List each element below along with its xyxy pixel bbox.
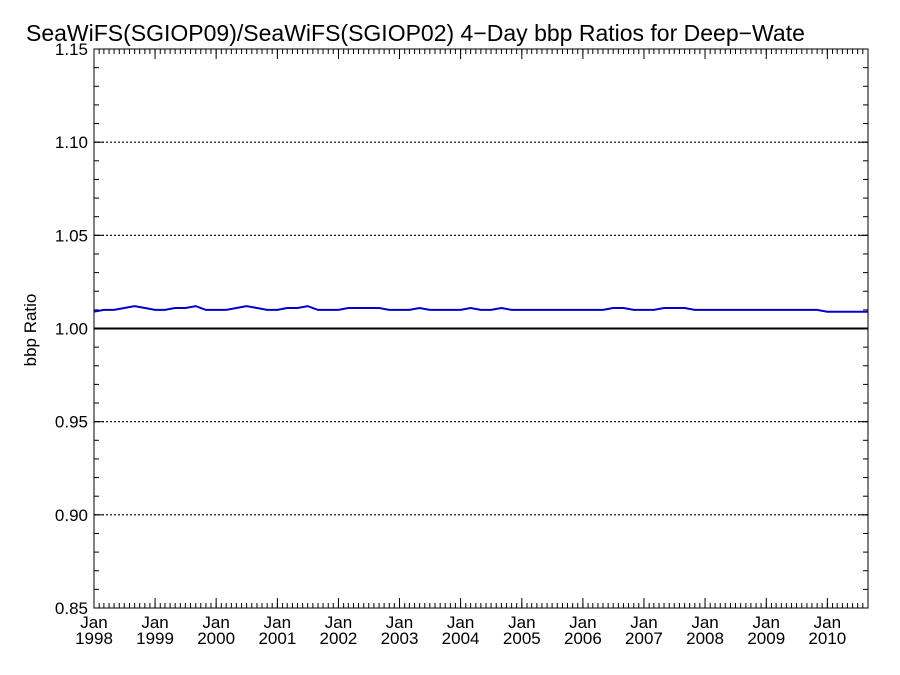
x-tick-label-year: 2010	[808, 629, 846, 648]
x-tick-label-month: Jan	[753, 613, 780, 632]
y-tick-label: 1.10	[55, 133, 88, 152]
x-tick-label-year: 2000	[197, 629, 235, 648]
series-line	[93, 305, 868, 313]
x-tick-label-month: Jan	[691, 613, 718, 632]
x-tick-label-year: 2007	[625, 629, 663, 648]
x-tick-label-month: Jan	[814, 613, 841, 632]
y-tick-label: 1.05	[55, 226, 88, 245]
x-tick-label-year: 2004	[442, 629, 480, 648]
x-tick-label-year: 2009	[747, 629, 785, 648]
x-tick-label-month: Jan	[264, 613, 291, 632]
y-tick-label: 0.85	[55, 599, 88, 618]
chart-title: SeaWiFS(SGIOP09)/SeaWiFS(SGIOP02) 4−Day …	[26, 20, 805, 46]
x-tick-label-year: 1999	[136, 629, 174, 648]
x-tick-label-month: Jan	[202, 613, 229, 632]
x-tick-label-month: Jan	[630, 613, 657, 632]
y-tick-label: 1.15	[55, 40, 88, 59]
y-ticks: 0.85 0.90 0.95 1.00 1.05 1.10 1.15	[55, 40, 868, 618]
x-tick-label-year: 2008	[686, 629, 724, 648]
y-tick-label: 0.90	[55, 506, 88, 525]
grid-lines	[94, 141, 868, 516]
x-tick-label-year: 2003	[381, 629, 419, 648]
x-tick-label-month: Jan	[508, 613, 535, 632]
y-tick-label: 1.00	[55, 320, 88, 339]
x-tick-label-month: Jan	[447, 613, 474, 632]
x-tick-label-year: 2002	[320, 629, 358, 648]
x-tick-label-month: Jan	[141, 613, 168, 632]
x-tick-label-month: Jan	[325, 613, 352, 632]
x-tick-label-year: 2001	[258, 629, 296, 648]
y-axis-label: bbp Ratio	[21, 294, 40, 367]
x-tick-label-month: Jan	[569, 613, 596, 632]
y-tick-label: 0.95	[55, 413, 88, 432]
x-ticks: Jan1998Jan1999Jan2000Jan2001Jan2002Jan20…	[75, 49, 869, 648]
x-tick-label-year: 2005	[503, 629, 541, 648]
x-tick-label-year: 2006	[564, 629, 602, 648]
x-tick-label-year: 1998	[75, 629, 113, 648]
x-tick-label-month: Jan	[80, 613, 107, 632]
x-tick-label-month: Jan	[386, 613, 413, 632]
